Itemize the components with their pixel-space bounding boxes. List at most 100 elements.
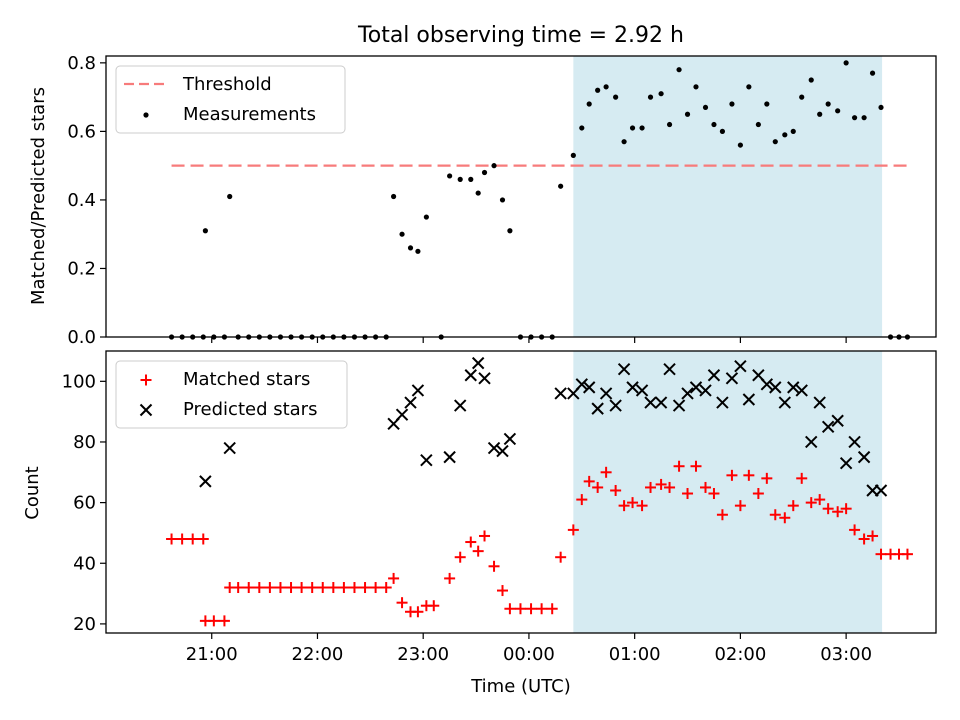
matched-star-point	[822, 503, 834, 515]
measurement-point	[202, 228, 208, 234]
matched-star-point	[787, 500, 799, 512]
matched-star-point	[664, 481, 676, 493]
measurement-point	[613, 94, 619, 100]
predicted-star-point	[787, 381, 800, 394]
measurement-point	[481, 169, 488, 176]
bottom-y-ticks: 20 40 60 80 100	[62, 371, 106, 635]
measurement-point	[878, 104, 884, 111]
y-tick-label: 80	[73, 432, 96, 453]
matched-star-point	[555, 551, 567, 563]
bottom-legend: Matched stars Predicted stars	[115, 360, 348, 429]
matched-star-point	[840, 503, 852, 515]
predicted-star-point	[626, 381, 639, 394]
measurement-point	[729, 101, 735, 107]
measurement-point	[499, 197, 506, 203]
predicted-star-point	[725, 372, 739, 385]
measurement-point	[399, 231, 405, 237]
y-tick-label: 0.4	[67, 190, 96, 211]
x-axis-label: Time (UTC)	[470, 676, 571, 697]
predicted-star-point	[742, 393, 756, 406]
measurement-point	[586, 101, 592, 107]
measurement-point	[558, 183, 564, 189]
matched-star-point	[166, 533, 178, 545]
matched-star-point	[514, 603, 526, 615]
matched-star-point	[682, 488, 694, 500]
matched-star-point	[769, 509, 781, 521]
measurement-point	[468, 176, 474, 182]
matched-star-point	[264, 582, 276, 594]
matched-star-point	[610, 484, 622, 496]
x-tick-label: 23:00	[397, 644, 449, 665]
predicted-star-point	[681, 387, 694, 400]
predicted-star-point	[813, 396, 826, 409]
matched-star-point	[734, 500, 746, 512]
top-y-ticks: 0.0 0.2 0.4 0.6 0.8	[67, 53, 106, 348]
x-tick-label: 21:00	[186, 644, 238, 665]
predicted-star-point	[411, 384, 425, 397]
matched-star-point	[504, 603, 516, 615]
measurement-point	[693, 84, 699, 90]
predicted-star-point	[471, 356, 485, 370]
measurement-point	[407, 245, 414, 251]
measurement-point	[475, 190, 481, 196]
figure-title: Total observing time = 2.92 h	[357, 23, 684, 48]
predicted-star-point	[617, 362, 631, 376]
predicted-star-point	[591, 402, 604, 415]
matched-star-point	[752, 488, 764, 500]
legend-matched-label: Matched stars	[183, 369, 310, 390]
matched-star-point	[444, 572, 456, 584]
measurement-point	[666, 121, 673, 128]
legend-predicted-label: Predicted stars	[183, 399, 317, 420]
predicted-star-point	[848, 435, 861, 449]
bottom-legend-box	[115, 360, 348, 429]
matched-star-point	[412, 606, 424, 618]
matched-star-point	[708, 488, 720, 500]
predicted-star-point	[857, 450, 871, 464]
measurement-point	[457, 176, 463, 182]
predicted-star-point	[404, 396, 417, 409]
predicted-star-point	[496, 444, 509, 458]
top-shaded-span	[573, 56, 883, 337]
predicted-star-point	[805, 435, 818, 449]
measurement-point	[825, 101, 831, 107]
predicted-star-point	[795, 384, 808, 397]
measurement-point	[595, 87, 601, 93]
matched-star-point	[536, 603, 548, 615]
matched-star-point	[197, 533, 209, 545]
matched-star-point	[488, 560, 500, 572]
y-tick-label: 40	[73, 553, 96, 574]
x-tick-label: 01:00	[609, 644, 661, 665]
legend-matched-swatch	[140, 374, 152, 386]
matched-star-point	[761, 472, 773, 484]
bottom-x-ticks: 21:00 22:00 23:00 00:00 01:00 02:00 03:00	[186, 633, 872, 665]
predicted-star-point	[699, 384, 712, 397]
matched-star-point	[655, 478, 667, 490]
matched-star-point	[428, 600, 440, 612]
matched-star-point	[567, 524, 579, 536]
measurement-point	[603, 84, 609, 90]
measurement-point	[658, 91, 664, 97]
measurement-point	[579, 125, 585, 131]
measurement-point	[835, 108, 841, 114]
predicted-star-point	[443, 450, 456, 464]
y-tick-label: 20	[73, 614, 96, 635]
measurement-point	[817, 111, 823, 117]
measurement-point	[570, 152, 576, 158]
measurement-point	[621, 139, 627, 145]
matched-star-point	[348, 582, 360, 594]
matched-stars-series	[166, 460, 913, 627]
matched-star-point	[805, 497, 817, 509]
measurement-point	[737, 142, 743, 148]
top-legend-box	[115, 65, 346, 134]
top-panel: 0.00.20.40.60.8 Matched/Predicted stars …	[28, 53, 937, 348]
matched-star-point	[700, 481, 712, 493]
predicted-star-point	[582, 381, 596, 394]
matched-star-point	[285, 582, 297, 594]
matched-star-point	[274, 582, 286, 594]
predicted-star-point	[874, 484, 888, 497]
top-y-axis-label: Matched/Predicted stars	[28, 87, 49, 305]
matched-star-point	[176, 533, 188, 545]
predicted-star-point	[609, 399, 622, 412]
predicted-star-point	[760, 378, 774, 391]
predicted-star-point	[503, 432, 517, 446]
